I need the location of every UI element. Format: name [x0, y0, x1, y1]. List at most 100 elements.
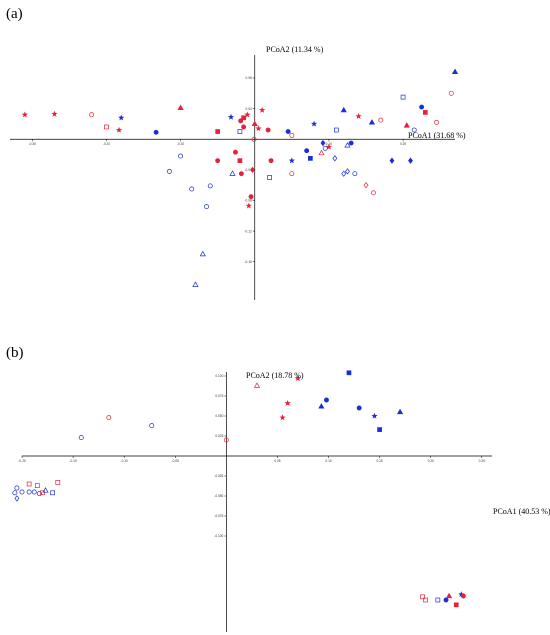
data-point-star — [21, 111, 28, 118]
data-point-star — [288, 157, 295, 164]
y-tick-label: -0.08 — [244, 199, 251, 203]
data-point-circle — [106, 415, 112, 421]
data-point-circle — [31, 489, 37, 495]
data-point-star — [244, 111, 251, 118]
y-tick-label: -0.075 — [214, 514, 223, 518]
data-point-circle — [241, 124, 247, 130]
points-a — [21, 68, 459, 287]
data-point-star — [227, 113, 235, 120]
data-point-circle — [223, 437, 229, 443]
data-point-triangle — [340, 106, 347, 113]
data-point-circle — [238, 118, 244, 124]
y-tick-label: 0.075 — [215, 394, 223, 398]
y-tick-label: 0.025 — [215, 434, 223, 438]
data-point-star — [259, 106, 266, 113]
data-point-circle — [378, 117, 384, 123]
data-point-circle — [215, 158, 221, 164]
y-axis-title-b: PCoA2 (18.78 %) — [246, 371, 304, 380]
data-point-diamond — [341, 170, 347, 177]
y-tick-label: -0.025 — [214, 474, 223, 478]
x-tick-label: 0.05 — [274, 459, 280, 463]
x-tick-label: -0.05 — [172, 459, 179, 463]
x-tick-label: -0.20 — [18, 459, 25, 463]
x-tick-label: 0.15 — [376, 459, 382, 463]
data-point-triangle — [403, 122, 410, 128]
data-point-diamond — [345, 168, 350, 175]
data-point-star — [245, 202, 252, 209]
x-tick-label: -0.10 — [177, 142, 184, 146]
data-point-circle — [285, 129, 291, 135]
data-point-diamond — [363, 181, 369, 189]
y-tick-label: -0.050 — [214, 494, 223, 498]
data-point-triangle — [344, 142, 351, 148]
data-point-circle — [289, 171, 295, 177]
panel-a: (a) -0.30-0.20-0.100.100.200.080.04-0.04… — [6, 6, 466, 300]
y-tick-label: -0.16 — [244, 260, 251, 264]
data-point-triangle — [177, 104, 184, 110]
y-axis-title-a: PCoA2 (11.34 %) — [266, 45, 324, 54]
data-point-triangle — [318, 149, 325, 156]
data-point-square — [420, 594, 425, 600]
data-point-circle — [12, 490, 18, 496]
data-point-circle — [189, 186, 195, 192]
data-point-circle — [411, 127, 417, 133]
data-point-star — [255, 125, 262, 132]
x-tick-label: 0.20 — [400, 142, 406, 146]
data-point-star — [325, 143, 333, 150]
data-point-triangle — [229, 170, 236, 176]
data-point-circle — [153, 129, 159, 135]
data-point-circle — [149, 423, 155, 429]
data-point-star — [115, 126, 123, 133]
data-point-circle — [178, 153, 184, 159]
data-point-circle — [26, 489, 32, 495]
panel-label-b: (b) — [6, 345, 24, 361]
data-point-triangle — [251, 120, 258, 127]
data-point-square — [267, 175, 272, 180]
data-point-circle — [89, 112, 95, 118]
data-point-diamond — [320, 139, 326, 147]
x-tick-label: 0.10 — [325, 459, 331, 463]
data-point-circle — [352, 171, 358, 177]
ticks-b: -0.20 -0.15 -0.10 -0.05 0.05 0.10 0.15 0.20 0.25… — [18, 374, 485, 538]
x-tick-label: -0.30 — [29, 142, 36, 146]
data-point-square — [237, 129, 243, 134]
data-point-square — [34, 483, 40, 488]
data-point-circle — [78, 435, 84, 441]
data-point-diamond — [14, 495, 20, 502]
data-point-square — [104, 124, 109, 130]
data-point-star — [284, 399, 291, 406]
data-point-triangle — [253, 382, 261, 388]
data-point-square — [26, 481, 32, 487]
data-point-circle — [207, 183, 213, 189]
data-point-circle — [268, 158, 274, 164]
data-point-circle — [36, 491, 42, 497]
data-point-square — [50, 490, 56, 496]
data-point-star — [118, 114, 125, 121]
data-point-star — [310, 120, 318, 127]
data-point-diamond — [332, 155, 338, 162]
x-tick-label: -0.20 — [103, 142, 110, 146]
panel-b: (b) -0.20 -0.15 -0.10 -0.05 0.05 0.10 0.15 0.20… — [6, 345, 550, 632]
points-b — [12, 370, 466, 608]
data-point-square — [40, 490, 45, 496]
data-point-triangle — [445, 592, 453, 599]
data-point-circle — [251, 136, 257, 142]
data-point-star — [51, 110, 58, 117]
data-point-square — [435, 597, 441, 603]
data-point-circle — [348, 140, 354, 146]
data-point-diamond — [389, 157, 395, 164]
data-point-triangle — [199, 250, 206, 257]
data-point-circle — [419, 104, 425, 110]
data-point-square — [215, 129, 221, 134]
data-point-triangle — [42, 487, 49, 493]
y-tick-label: -0.100 — [214, 534, 223, 538]
data-point-triangle — [368, 119, 376, 125]
data-point-circle — [204, 204, 209, 210]
x-tick-label: 0.20 — [428, 459, 434, 463]
y-tick-label: 0.04 — [246, 107, 252, 111]
data-point-square — [55, 480, 61, 485]
data-point-square — [346, 370, 352, 376]
data-point-circle — [324, 397, 329, 403]
data-point-triangle — [318, 403, 325, 409]
